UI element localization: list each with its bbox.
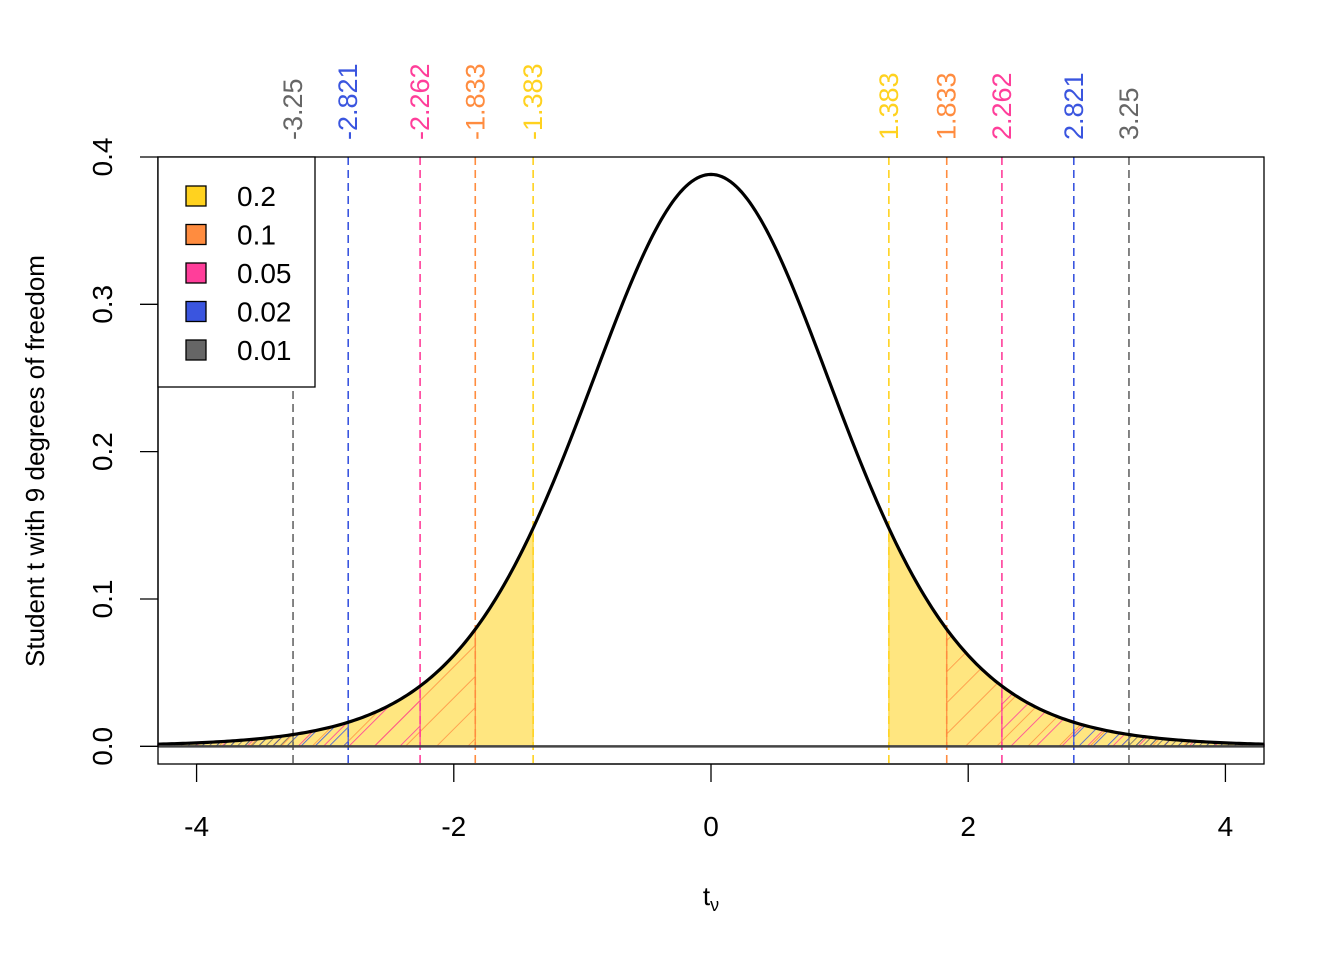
pos-critical-label-0.01: 3.25 bbox=[1114, 87, 1144, 140]
critical-value-labels: -1.383 1.383 -1.833 1.833 -2.262 2.262 -2.821 2… bbox=[278, 63, 1144, 140]
y-tick-label: 0.2 bbox=[87, 432, 118, 471]
legend-box bbox=[157, 156, 316, 388]
neg-critical-label-0.02: -2.821 bbox=[333, 63, 363, 140]
y-tick-label: 0.1 bbox=[87, 580, 118, 619]
right-tail-fill bbox=[888, 527, 1265, 747]
legend-swatch-0.1 bbox=[185, 223, 207, 246]
legend-label-0.05: 0.05 bbox=[237, 258, 292, 289]
neg-critical-label-0.05: -2.262 bbox=[405, 63, 435, 140]
neg-critical-label-0.2: -1.383 bbox=[518, 63, 548, 140]
plot-frame bbox=[157, 156, 1265, 765]
left-tail-fill bbox=[157, 527, 534, 747]
x-tick-label: 2 bbox=[960, 811, 976, 842]
legend-label-0.1: 0.1 bbox=[237, 220, 276, 251]
y-axis: 0.0 0.1 0.2 0.3 0.4 bbox=[87, 138, 159, 766]
x-axis-title-subscript: ν bbox=[710, 895, 719, 915]
pos-critical-label-0.1: 1.833 bbox=[932, 72, 962, 140]
legend-swatch-0.02 bbox=[185, 300, 207, 323]
x-axis: -4 -2 0 2 4 bbox=[184, 763, 1234, 842]
x-tick-label: 0 bbox=[703, 811, 719, 842]
y-tick-label: 0.4 bbox=[87, 138, 118, 177]
x-tick-label: -4 bbox=[184, 811, 209, 842]
x-axis-title-main: t bbox=[703, 881, 711, 911]
density-curve bbox=[157, 172, 1265, 746]
pos-critical-label-0.05: 2.262 bbox=[987, 72, 1017, 140]
legend-label-0.02: 0.02 bbox=[237, 297, 292, 328]
pos-critical-label-0.02: 2.821 bbox=[1059, 72, 1089, 140]
x-tick-label: -2 bbox=[441, 811, 466, 842]
critical-value-lines bbox=[292, 157, 1130, 764]
y-axis-title: Student t with 9 degrees of freedom bbox=[20, 255, 50, 667]
tail-regions bbox=[157, 527, 1265, 747]
density-curve-layer bbox=[157, 172, 1265, 748]
y-tick-label: 0.3 bbox=[87, 285, 118, 324]
legend-label-0.01: 0.01 bbox=[237, 335, 292, 366]
legend: 0.2 0.1 0.05 0.02 0.01 bbox=[157, 156, 316, 388]
pos-critical-label-0.2: 1.383 bbox=[874, 72, 904, 140]
x-axis-title: tν bbox=[703, 881, 719, 915]
neg-critical-label-0.1: -1.833 bbox=[460, 63, 490, 140]
legend-swatch-0.2 bbox=[185, 185, 207, 207]
neg-critical-label-0.01: -3.25 bbox=[278, 78, 308, 140]
legend-swatch-0.05 bbox=[185, 262, 207, 284]
y-tick-label: 0.0 bbox=[87, 727, 118, 766]
legend-label-0.2: 0.2 bbox=[237, 181, 276, 212]
x-tick-label: 4 bbox=[1218, 811, 1234, 842]
legend-swatch-0.01 bbox=[185, 339, 207, 361]
